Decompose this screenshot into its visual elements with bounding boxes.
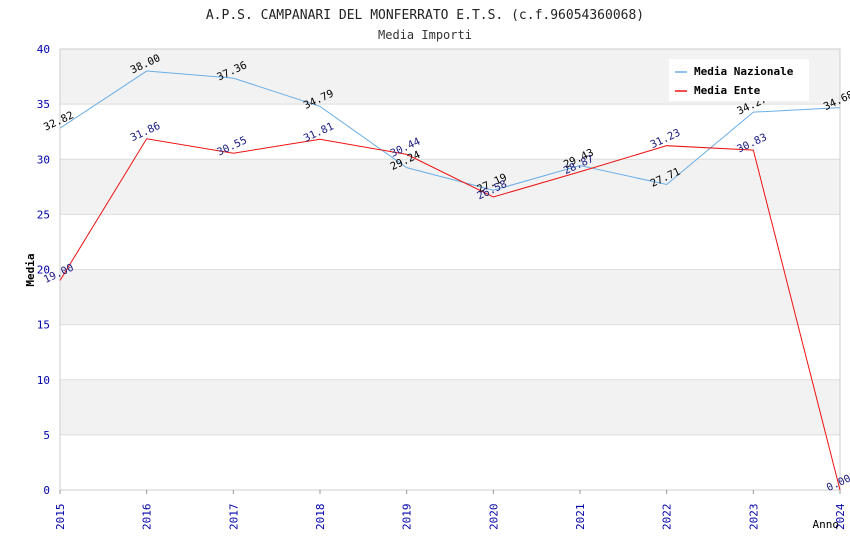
plot-band <box>60 159 840 215</box>
chart-title: A.P.S. CAMPANARI DEL MONFERRATO E.T.S. (… <box>206 8 644 23</box>
y-axis-ticks: 0 5 10 15 20 25 30 35 40 <box>37 43 50 497</box>
x-axis-label: Anno <box>813 518 840 531</box>
x-tick-label: 2022 <box>661 504 674 531</box>
x-tick-label: 2016 <box>141 504 154 531</box>
x-axis-ticks: 2015 2016 2017 2018 2019 2020 2021 2022 2023 2024 <box>54 490 847 530</box>
plot-band <box>60 269 840 325</box>
plot-background-bands <box>60 49 840 490</box>
series-layer <box>59 70 841 491</box>
x-tick-label: 2020 <box>487 503 500 530</box>
plot-band <box>60 379 840 435</box>
y-tick-label: 30 <box>37 153 50 166</box>
plot-band <box>60 104 840 160</box>
x-tick-label: 2021 <box>574 504 587 531</box>
x-tick-label: 2015 <box>54 504 67 531</box>
x-tick-label: 2024 <box>834 503 847 530</box>
legend-label-media-ente: Media Ente <box>694 84 761 97</box>
y-tick-label: 40 <box>37 43 50 56</box>
plot-band <box>60 214 840 270</box>
x-tick-label: 2023 <box>747 504 760 531</box>
legend-label-media-nazionale: Media Nazionale <box>694 65 794 78</box>
y-tick-label: 15 <box>37 319 50 332</box>
y-tick-label: 0 <box>43 484 50 497</box>
y-tick-label: 5 <box>43 429 50 442</box>
y-axis-label: Media <box>24 253 37 286</box>
y-tick-label: 10 <box>37 374 50 387</box>
x-tick-label: 2019 <box>401 504 414 531</box>
y-tick-label: 35 <box>37 98 50 111</box>
chart-subtitle: Media Importi <box>378 28 472 42</box>
plot-band <box>60 434 840 490</box>
legend: Media Nazionale Media Ente <box>669 59 809 101</box>
legend-box <box>669 59 809 101</box>
y-tick-label: 25 <box>37 208 50 221</box>
x-tick-label: 2018 <box>314 504 327 531</box>
plot-band <box>60 324 840 380</box>
x-tick-label: 2017 <box>227 504 240 531</box>
y-tick-label: 20 <box>37 264 50 277</box>
plot-area-frame <box>59 48 841 491</box>
series-line-media-ente <box>59 138 841 491</box>
